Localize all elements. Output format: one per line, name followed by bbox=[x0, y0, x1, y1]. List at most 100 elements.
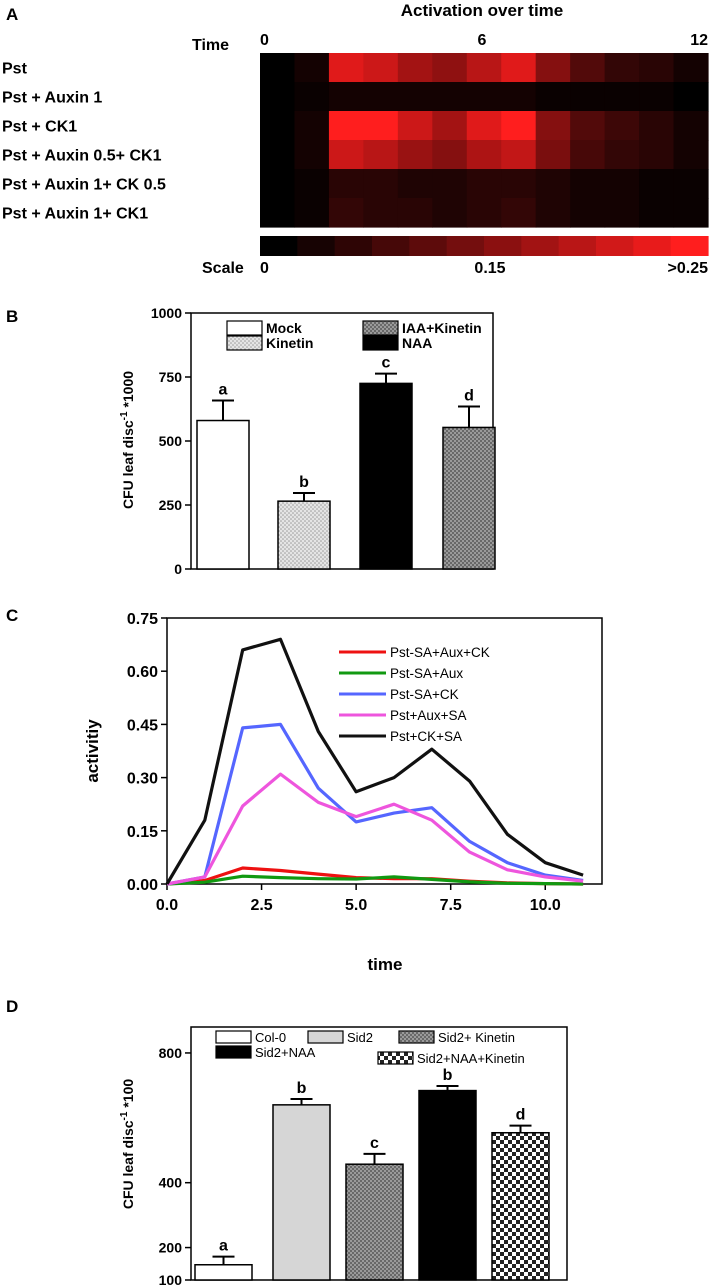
heatmap-cell bbox=[432, 53, 468, 83]
heatmap-cell bbox=[397, 140, 433, 170]
heatmap-cell bbox=[604, 198, 640, 228]
scale-swatch bbox=[633, 236, 672, 256]
y-tick-label: 100 bbox=[159, 1272, 183, 1286]
significance-letter: b bbox=[299, 474, 309, 491]
scale-tick: 0.15 bbox=[474, 260, 505, 277]
legend-swatch bbox=[398, 1030, 435, 1044]
heatmap-cell bbox=[328, 140, 364, 170]
legend-swatch bbox=[226, 320, 263, 336]
heatmap-cell bbox=[294, 140, 330, 170]
heatmap-cell bbox=[501, 198, 537, 228]
heatmap-cell bbox=[639, 53, 675, 83]
heatmap-cell bbox=[604, 140, 640, 170]
heatmap-cell bbox=[466, 53, 502, 83]
heatmap-cell bbox=[328, 198, 364, 228]
heatmap-cell bbox=[363, 111, 399, 141]
heatmap-cell bbox=[466, 140, 502, 170]
legend-label: Mock bbox=[266, 320, 302, 336]
y-tick-label: 750 bbox=[159, 369, 183, 385]
y-tick-label: 0.30 bbox=[127, 771, 158, 788]
significance-letter: d bbox=[516, 1107, 526, 1124]
legend-label: Pst-SA+CK bbox=[390, 687, 459, 702]
bar-sid2-naa-kinetin bbox=[491, 1131, 550, 1281]
heatmap-cell bbox=[363, 53, 399, 83]
heatmap-cell bbox=[260, 111, 296, 141]
heatmap-cell bbox=[363, 198, 399, 228]
bar-col-0 bbox=[194, 1264, 253, 1281]
heatmap-cell bbox=[501, 53, 537, 83]
line-chart-c: activitiy time 0.00 0.15 0.30 0.45 0.60 0.75 0… bbox=[83, 611, 603, 974]
heatmap-cell bbox=[397, 169, 433, 199]
heatmap-cell bbox=[570, 169, 606, 199]
scale-swatch bbox=[334, 236, 373, 256]
heatmap-cell bbox=[363, 82, 399, 112]
legend-label: Pst-SA+Aux+CK bbox=[390, 645, 490, 660]
heatmap-cell bbox=[604, 169, 640, 199]
heatmap-cell bbox=[466, 82, 502, 112]
heatmap-cell bbox=[639, 82, 675, 112]
significance-letter: b bbox=[443, 1067, 453, 1084]
heatmap-cell bbox=[604, 53, 640, 83]
heatmap-cell bbox=[397, 198, 433, 228]
y-tick-label: 0.45 bbox=[127, 717, 158, 734]
heatmap-cell bbox=[432, 82, 468, 112]
heatmap-cell bbox=[466, 198, 502, 228]
y-tick-label: 1000 bbox=[151, 305, 182, 321]
heatmap-row-label: Pst + Auxin 1+ CK 0.5 bbox=[2, 177, 166, 194]
y-tick-label: 0.00 bbox=[127, 877, 158, 894]
scale-swatch bbox=[596, 236, 634, 256]
heatmap-cell bbox=[363, 140, 399, 170]
heatmap-cell bbox=[432, 140, 468, 170]
heatmap-cell bbox=[328, 169, 364, 199]
legend-swatch bbox=[377, 1051, 414, 1065]
heatmap-cell bbox=[535, 140, 571, 170]
heatmap-cell bbox=[673, 198, 709, 228]
panel-letter-b: B bbox=[6, 307, 18, 326]
scale-swatch bbox=[409, 236, 448, 256]
legend-label: IAA+Kinetin bbox=[402, 320, 482, 336]
heatmap-cell bbox=[535, 198, 571, 228]
legend-label: Pst+Aux+SA bbox=[390, 708, 467, 723]
time-tick: 12 bbox=[690, 32, 708, 49]
heatmap-cell bbox=[363, 169, 399, 199]
heatmap-cell bbox=[570, 198, 606, 228]
series-line-pst-sa-ck bbox=[166, 722, 584, 886]
bar-mock bbox=[196, 419, 250, 570]
heatmap-cell bbox=[535, 169, 571, 199]
y-tick-label: 400 bbox=[159, 1175, 183, 1191]
y-tick-label: 250 bbox=[159, 497, 183, 513]
heatmap-cell bbox=[639, 198, 675, 228]
plot-frame bbox=[166, 617, 603, 885]
y-tick-label: 0.75 bbox=[127, 611, 158, 628]
legend-swatch bbox=[215, 1030, 252, 1044]
bar-chart-b: CFU leaf disc-1 *1000 0 250 500 750 1000 a b c… bbox=[119, 305, 496, 577]
bar-naa bbox=[359, 382, 413, 570]
heatmap-cell bbox=[639, 111, 675, 141]
legend-swatch bbox=[362, 335, 399, 351]
heatmap-cell bbox=[328, 111, 364, 141]
panel-letter-d: D bbox=[6, 997, 18, 1016]
significance-letter: a bbox=[219, 1238, 228, 1255]
heatmap-cell bbox=[501, 140, 537, 170]
heatmap-cell bbox=[673, 82, 709, 112]
series-line-pst-sa-aux bbox=[166, 874, 584, 886]
heatmap-panel: Activation over time Time 0 6 12 Pst Pst … bbox=[2, 1, 709, 277]
scale-tick: >0.25 bbox=[668, 260, 709, 277]
legend-swatch bbox=[215, 1045, 252, 1059]
heatmap-cell bbox=[432, 111, 468, 141]
bar-sid2 bbox=[272, 1104, 331, 1281]
scale-label: Scale bbox=[202, 260, 244, 277]
heatmap-cell bbox=[501, 111, 537, 141]
series-line-pst-sa-aux-ck bbox=[166, 866, 584, 886]
legend-swatch bbox=[307, 1030, 344, 1044]
time-tick: 0 bbox=[260, 32, 269, 49]
scale-swatch bbox=[558, 236, 597, 256]
legend-label: Sid2 bbox=[347, 1030, 373, 1045]
heatmap-cell bbox=[294, 198, 330, 228]
scale-swatch bbox=[297, 236, 336, 256]
heatmap-cell bbox=[397, 53, 433, 83]
x-tick-label: 2.5 bbox=[250, 897, 272, 914]
scale-swatch bbox=[670, 236, 709, 256]
